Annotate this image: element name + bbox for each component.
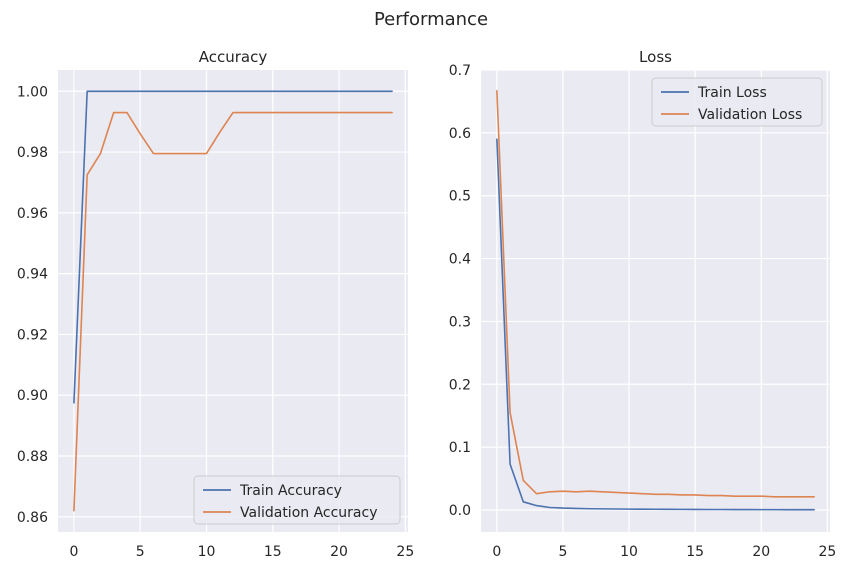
series-line-train-loss: [496, 138, 815, 511]
y-tick-label: 0.7: [449, 63, 471, 79]
x-tick-label: 0: [492, 544, 501, 560]
y-tick-label: 0.0: [449, 503, 471, 519]
chart-title: Loss: [639, 48, 672, 66]
loss-chart: Loss 0 5 10 15 20 25 0.0 0.1 0.2 0.3 0.4 0.5 0.6 0.7 Tr…: [449, 48, 837, 560]
x-tick-label: 5: [559, 544, 568, 560]
chart-title: Accuracy: [199, 48, 268, 66]
legend-box: [193, 475, 401, 525]
y-tick-label: 1.00: [17, 84, 48, 100]
y-tick-label: 0.88: [17, 449, 48, 465]
legend: Train Loss Validation Loss: [651, 77, 823, 127]
series-line-train-accuracy: [73, 90, 393, 404]
x-tick-label: 10: [198, 544, 216, 560]
y-tick-label: 0.98: [17, 145, 48, 161]
x-tick-label: 15: [686, 544, 704, 560]
legend-entry: Train Loss: [697, 85, 767, 101]
x-tick-label: 25: [396, 544, 414, 560]
y-tick-label: 0.5: [449, 189, 471, 205]
y-tick-label: 0.86: [17, 510, 48, 526]
y-tick-label: 0.3: [449, 314, 471, 330]
series-line-validation-loss: [496, 89, 815, 498]
legend-box: [651, 77, 823, 127]
y-tick-label: 0.1: [449, 440, 471, 456]
x-tick-label: 20: [752, 544, 770, 560]
y-tick-label: 0.6: [449, 126, 471, 142]
figure-title: Performance: [374, 9, 488, 30]
y-tick-label: 0.94: [17, 267, 48, 283]
plot-area: [481, 70, 830, 532]
legend-entry: Train Accuracy: [239, 483, 342, 499]
legend-entry: Validation Accuracy: [240, 505, 378, 521]
legend-entry: Validation Loss: [698, 107, 802, 123]
legend: Train Accuracy Validation Accuracy: [193, 475, 401, 525]
x-tick-label: 10: [620, 544, 638, 560]
plot-area: [58, 70, 408, 532]
x-tick-label: 20: [330, 544, 348, 560]
y-tick-label: 0.90: [17, 388, 48, 404]
y-tick-label: 0.4: [449, 252, 471, 268]
y-tick-label: 0.92: [17, 327, 48, 343]
x-tick-label: 15: [264, 544, 282, 560]
x-tick-label: 0: [69, 544, 78, 560]
x-tick-label: 5: [136, 544, 145, 560]
y-tick-label: 0.96: [17, 206, 48, 222]
y-tick-label: 0.2: [449, 377, 471, 393]
accuracy-chart: Accuracy 0 5 10 15 20 25 0.86 0.88 0.90 0.92 0.94 0.…: [17, 48, 414, 560]
x-tick-label: 25: [818, 544, 836, 560]
series-line-validation-accuracy: [73, 111, 393, 512]
